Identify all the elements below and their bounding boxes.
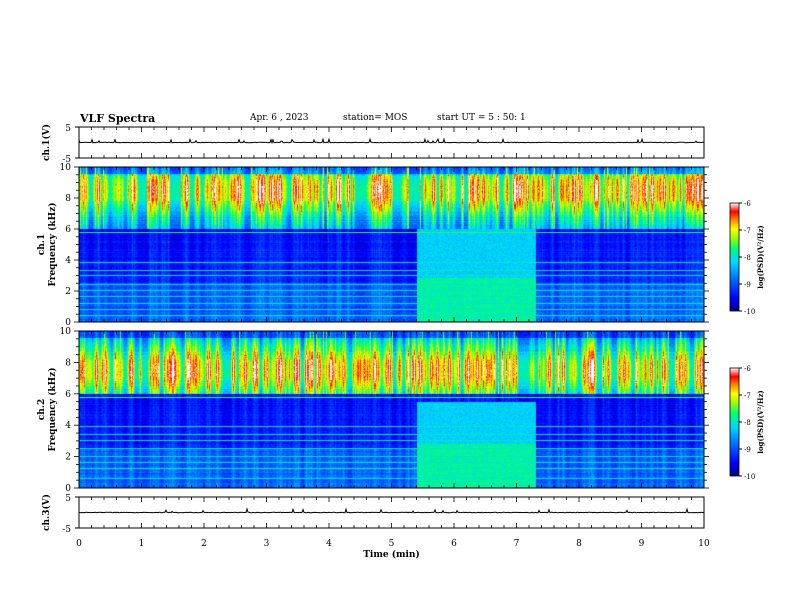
x-tick-label: 4 xyxy=(326,539,332,549)
spectrogram-image-ch2 xyxy=(79,331,704,488)
start-time-label: start UT = 5 : 50: 1 xyxy=(437,113,526,123)
station-label: station= MOS xyxy=(343,113,408,123)
waveform-line xyxy=(78,137,705,145)
x-tick-label: 8 xyxy=(576,539,582,549)
colorbar xyxy=(729,367,740,477)
y-tick-label: 5 xyxy=(65,124,71,134)
x-tick-label: 9 xyxy=(639,539,645,549)
x-tick-label: 0 xyxy=(76,539,82,549)
colorbar-tick-label: -6 xyxy=(744,200,751,208)
colorbar-tick-label: -10 xyxy=(744,473,755,481)
y-axis-label: ch.1(V) xyxy=(41,124,52,161)
colorbar-tick-label: -8 xyxy=(744,254,751,262)
y-tick-label: -5 xyxy=(62,525,71,535)
y-tick-label: 4 xyxy=(65,256,71,266)
channel-label: ch.1 xyxy=(37,234,47,255)
colorbar-tick-label: -8 xyxy=(744,419,751,427)
y-tick-label: -5 xyxy=(62,155,71,165)
y-tick-label: 2 xyxy=(65,287,71,297)
colorbar-label: log(PSD)(V²/Hz) xyxy=(756,225,765,289)
waveform-line xyxy=(78,507,705,514)
colorbar xyxy=(729,202,740,312)
colorbar-tick-label: -10 xyxy=(744,308,755,316)
colorbar-tick-label: -7 xyxy=(744,392,751,400)
y-tick-label: 4 xyxy=(65,421,71,431)
y-tick-label: 0 xyxy=(65,484,71,494)
y-axis-label: Frequency (kHz) xyxy=(47,367,58,451)
chart-title: VLF Spectra xyxy=(80,112,156,125)
x-tick-label: 7 xyxy=(514,539,520,549)
y-tick-label: 8 xyxy=(65,194,71,204)
colorbar-tick-label: -7 xyxy=(744,227,751,235)
colorbar-tick-label: -6 xyxy=(744,365,751,373)
y-tick-label: 0 xyxy=(65,318,71,328)
x-tick-label: 6 xyxy=(451,539,457,549)
channel-label: ch.2 xyxy=(37,399,47,420)
colorbar-tick-label: -9 xyxy=(744,446,751,454)
spectrogram-layer xyxy=(79,167,704,488)
y-tick-label: 8 xyxy=(65,358,71,368)
date-label: Apr. 6 , 2023 xyxy=(250,113,309,123)
y-tick-label: 2 xyxy=(65,453,71,463)
y-tick-label: 5 xyxy=(65,494,71,504)
x-tick-label: 2 xyxy=(201,539,207,549)
y-tick-label: 10 xyxy=(60,163,72,173)
y-tick-label: 6 xyxy=(65,225,71,235)
y-axis-label: ch.3(V) xyxy=(41,494,52,531)
x-tick-label: 10 xyxy=(698,539,710,549)
colorbar-tick-label: -9 xyxy=(744,281,751,289)
x-tick-label: 3 xyxy=(264,539,270,549)
y-tick-label: 6 xyxy=(65,390,71,400)
y-tick-label: 10 xyxy=(60,327,72,337)
spectrogram-image-ch1 xyxy=(79,167,704,322)
x-axis-label: Time (min) xyxy=(363,549,420,560)
x-tick-label: 1 xyxy=(139,539,145,549)
x-tick-label: 5 xyxy=(389,539,395,549)
y-axis-label: Frequency (kHz) xyxy=(47,202,58,286)
colorbar-label: log(PSD)(V²/Hz) xyxy=(756,390,765,454)
